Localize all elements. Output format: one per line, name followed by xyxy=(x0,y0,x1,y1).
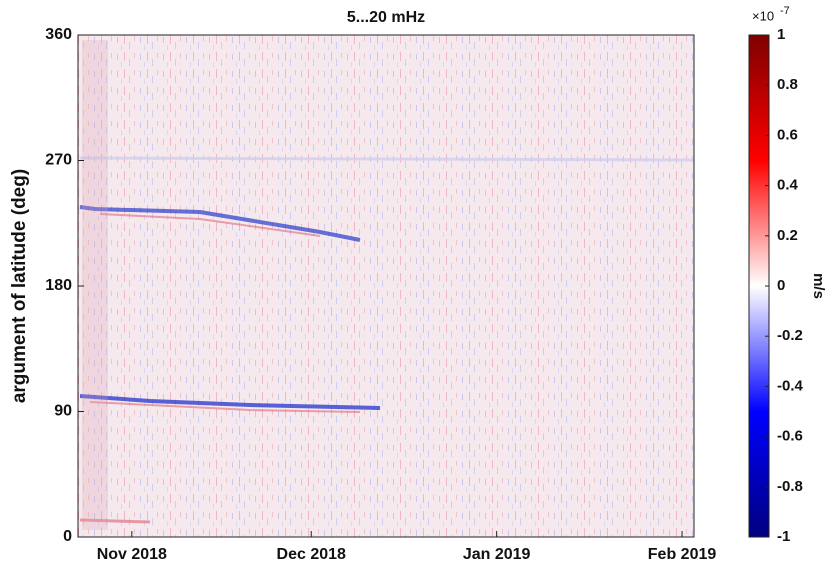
y-tick-label: 90 xyxy=(54,403,72,420)
colorbar-label: m/s xyxy=(810,273,826,299)
colorbar-tick-label: -0.8 xyxy=(777,478,803,495)
y-tick-label: 270 xyxy=(45,152,72,169)
colorbar-tick-label: -0.6 xyxy=(777,428,803,445)
y-tick-label: 360 xyxy=(45,26,72,43)
colorbar-tick-label: -1 xyxy=(777,528,790,545)
colorbar-tick-label: -0.4 xyxy=(777,377,804,394)
colorbar-tick-label: 0.4 xyxy=(777,177,799,194)
y-tick-label: 180 xyxy=(45,277,72,294)
y-tick-label: 0 xyxy=(63,528,72,545)
x-tick-label: Feb 2019 xyxy=(648,546,717,563)
colorbar-tick-label: 0 xyxy=(777,277,785,294)
y-axis-label: argument of latitude (deg) xyxy=(9,169,30,403)
x-tick-label: Jan 2019 xyxy=(463,546,531,563)
colorbar-tick-label: 0.8 xyxy=(777,76,798,93)
colorbar-tick-label: 0.6 xyxy=(777,126,798,143)
colorbar-tick-label: 0.2 xyxy=(777,227,798,244)
heatmap xyxy=(78,35,695,537)
x-tick-label: Nov 2018 xyxy=(97,546,167,563)
chart-title: 5...20 mHz xyxy=(347,9,425,26)
colorbar-tick-label: 1 xyxy=(777,26,785,43)
x-tick-label: Dec 2018 xyxy=(277,546,346,563)
colorbar-tick-label: -0.2 xyxy=(777,327,803,344)
colorbar-exponent: ×10 xyxy=(752,8,774,23)
colorbar-exponent-power: -7 xyxy=(780,5,790,17)
